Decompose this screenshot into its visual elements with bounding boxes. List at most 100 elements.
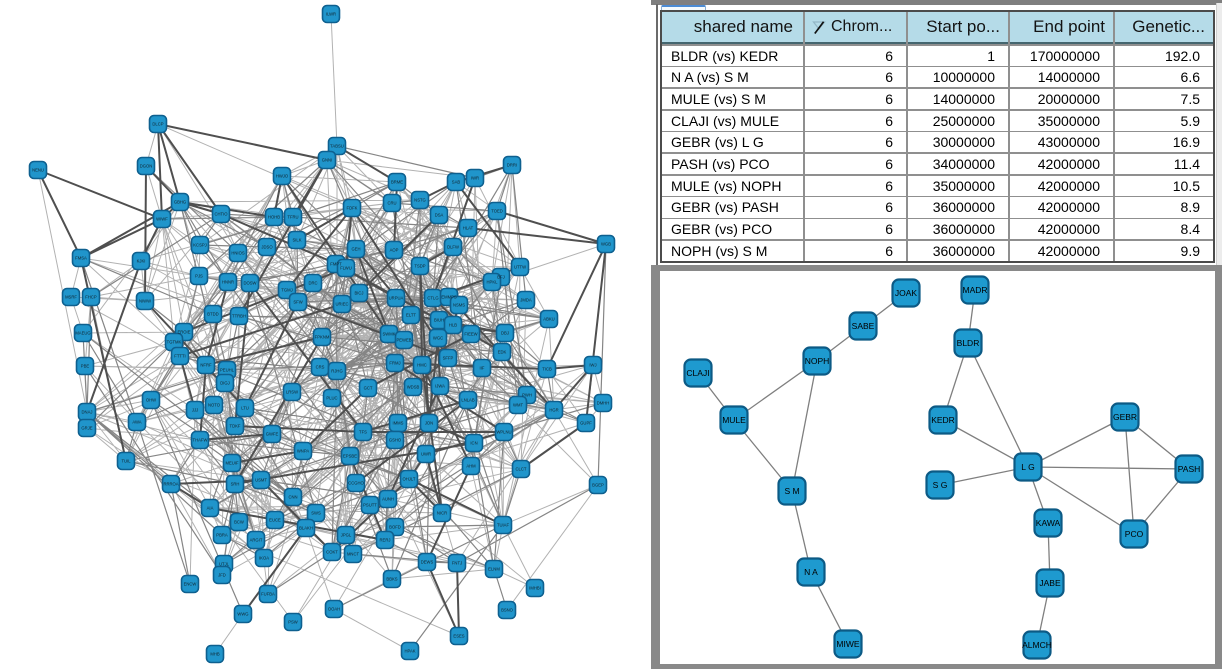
svg-text:JMDA: JMDA <box>520 298 532 303</box>
svg-text:ESES: ESES <box>453 634 464 639</box>
svg-text:HPAK: HPAK <box>404 649 415 654</box>
svg-text:WIWF: WIWF <box>156 217 168 222</box>
svg-text:ABKU: ABKU <box>543 317 554 322</box>
svg-text:HWJO: HWJO <box>276 174 289 179</box>
svg-text:HNIOS: HNIOS <box>231 251 244 256</box>
svg-text:ELNM: ELNM <box>488 567 500 572</box>
svg-text:SFFP: SFFP <box>443 356 454 361</box>
svg-text:SRH: SRH <box>231 482 240 487</box>
svg-text:MHB: MHB <box>210 652 220 657</box>
svg-text:FLWU: FLWU <box>340 266 352 271</box>
svg-text:NFRF: NFRF <box>200 363 212 368</box>
svg-text:GEBR: GEBR <box>1113 412 1137 422</box>
svg-text:GUPF: GUPF <box>580 421 592 426</box>
svg-text:DSA: DSA <box>435 213 444 218</box>
svg-text:S M: S M <box>784 486 799 496</box>
svg-text:TUIAF: TUIAF <box>497 523 510 528</box>
svg-text:IJWA: IJWA <box>435 384 445 389</box>
svg-text:BCW: BCW <box>234 520 244 525</box>
svg-text:PSUTT: PSUTT <box>363 503 377 508</box>
svg-text:FNTJ: FNTJ <box>452 561 462 566</box>
svg-text:NOTO: NOTO <box>208 403 221 408</box>
svg-text:IKOA: IKOA <box>259 556 269 561</box>
svg-text:TGTMK: TGTMK <box>167 340 182 345</box>
svg-text:SILK: SILK <box>292 238 301 243</box>
svg-text:JON: JON <box>425 421 433 426</box>
svg-text:CLAJI: CLAJI <box>686 368 709 378</box>
svg-text:BTDD: BTDD <box>207 312 218 317</box>
svg-text:JOAK: JOAK <box>895 288 918 298</box>
svg-text:N A: N A <box>804 567 818 577</box>
svg-text:CHTIO: CHTIO <box>214 212 228 217</box>
svg-text:DIGJ: DIGJ <box>220 381 230 386</box>
svg-text:CTLG: CTLG <box>427 296 438 301</box>
svg-text:BBKS: BBKS <box>386 577 397 582</box>
svg-text:FDFK: FDFK <box>347 206 358 211</box>
svg-text:MEUIF: MEUIF <box>225 461 238 466</box>
svg-text:WPLNU: WPLNU <box>496 430 511 435</box>
svg-text:BIUH: BIUH <box>434 318 444 323</box>
svg-text:OHJLT: OHJLT <box>403 477 416 482</box>
svg-text:SFW: SFW <box>293 300 302 305</box>
svg-text:TTRBH: TTRBH <box>232 314 246 319</box>
svg-text:NOPH: NOPH <box>805 356 830 366</box>
svg-text:MAEUG: MAEUG <box>75 331 90 336</box>
svg-text:MULE: MULE <box>722 415 746 425</box>
svg-text:CCGHO: CCGHO <box>348 481 364 486</box>
svg-text:DNAJ: DNAJ <box>82 410 93 415</box>
svg-text:NIWW: NIWW <box>139 299 151 304</box>
svg-text:L G: L G <box>1021 462 1034 472</box>
svg-text:RERJ: RERJ <box>380 538 391 543</box>
svg-text:BLDR: BLDR <box>957 338 980 348</box>
svg-text:NSMS: NSMS <box>453 303 465 308</box>
svg-text:DOSW: DOSW <box>243 281 256 286</box>
svg-text:THAFW: THAFW <box>193 438 208 443</box>
svg-text:HOHB: HOHB <box>268 215 280 220</box>
svg-text:FPKNM: FPKNM <box>315 335 330 340</box>
svg-text:PWH: PWH <box>522 393 532 398</box>
svg-text:FRMJ: FRMJ <box>389 361 400 366</box>
svg-text:DMHH: DMHH <box>597 401 610 406</box>
svg-text:HLB: HLB <box>449 323 457 328</box>
svg-text:JPGL: JPGL <box>341 533 352 538</box>
svg-text:CLCT: CLCT <box>516 467 527 472</box>
svg-text:IMMS: IMMS <box>393 421 404 426</box>
svg-text:TGMJ: TGMJ <box>281 288 292 293</box>
svg-text:NICR: NICR <box>437 511 447 516</box>
svg-text:IWR: IWR <box>471 176 479 181</box>
svg-text:FMSA: FMSA <box>75 256 87 261</box>
svg-text:WGB: WGB <box>601 242 611 247</box>
svg-text:BRME: BRME <box>391 180 403 185</box>
svg-text:HMC: HMC <box>417 363 427 368</box>
svg-text:ARGIT: ARGIT <box>250 538 263 543</box>
svg-text:KCSPJ: KCSPJ <box>193 243 207 248</box>
svg-text:PEUHL: PEUHL <box>220 368 235 373</box>
svg-text:PLUC: PLUC <box>326 396 337 401</box>
svg-text:SWS: SWS <box>311 511 321 516</box>
svg-text:GBHG: GBHG <box>174 200 186 205</box>
svg-text:HGR: HGR <box>549 408 558 413</box>
svg-text:BICJ: BICJ <box>354 291 363 296</box>
svg-text:PEWEB: PEWEB <box>396 338 411 343</box>
svg-text:WNPA: WNPA <box>297 449 309 454</box>
svg-text:GNNI: GNNI <box>322 158 332 163</box>
svg-text:DLCP: DLCP <box>152 122 163 127</box>
svg-text:JJJ: JJJ <box>192 408 198 413</box>
svg-text:ALMCH: ALMCH <box>1022 640 1052 650</box>
svg-text:PASH: PASH <box>1178 464 1201 474</box>
svg-text:CRU: CRU <box>387 201 396 206</box>
svg-text:BGEP: BGEP <box>592 483 604 488</box>
svg-text:GRJE: GRJE <box>81 426 92 431</box>
svg-text:NSTG: NSTG <box>414 198 426 203</box>
svg-text:TFS: TFS <box>359 430 367 435</box>
svg-text:URIEC: URIEC <box>335 302 348 307</box>
svg-text:JDSO: JDSO <box>261 245 273 250</box>
svg-text:ENCW: ENCW <box>184 582 197 587</box>
svg-text:KAWA: KAWA <box>1036 518 1061 528</box>
svg-text:ICN: ICN <box>470 441 477 446</box>
svg-text:AUNH: AUNH <box>382 497 394 502</box>
svg-text:RRROA: RRROA <box>163 482 178 487</box>
svg-text:TUIL: TUIL <box>121 459 131 464</box>
svg-text:MSRF: MSRF <box>65 295 77 300</box>
svg-text:SWMK: SWMK <box>382 332 395 337</box>
